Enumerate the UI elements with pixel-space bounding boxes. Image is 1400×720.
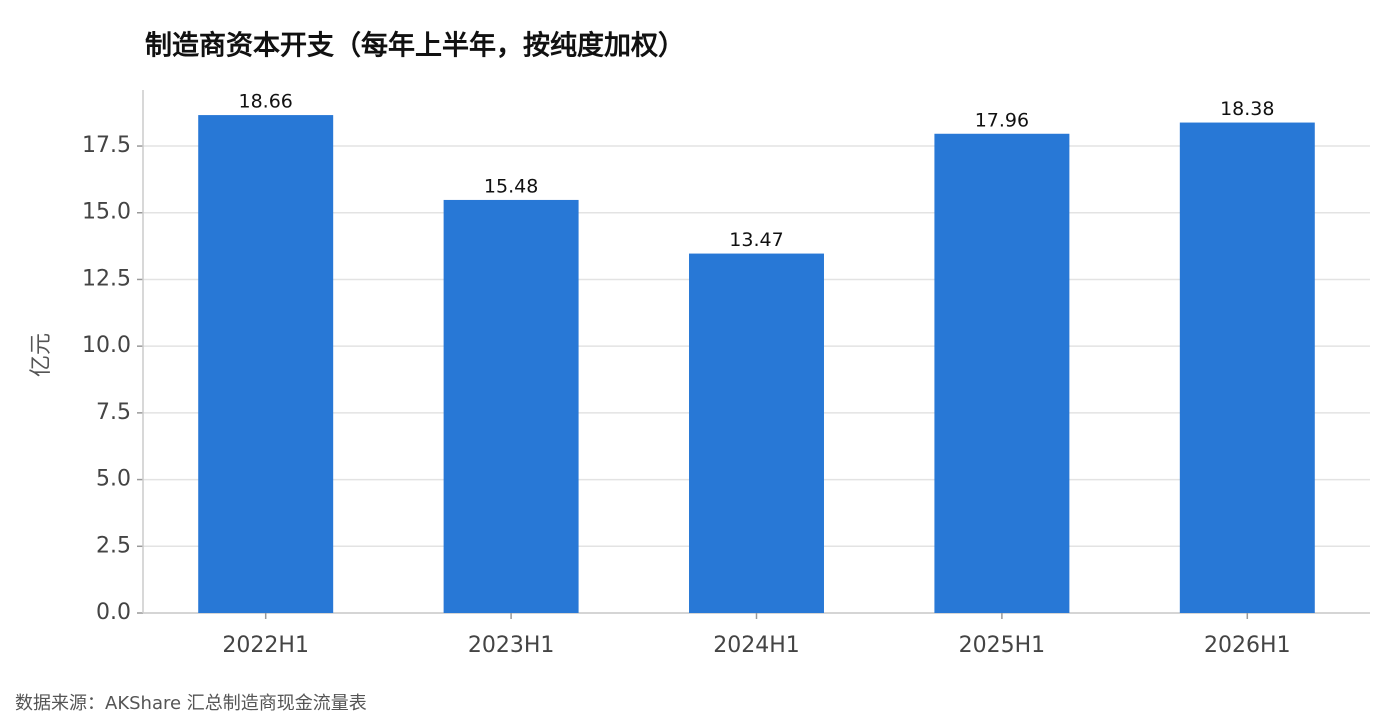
- y-tick-label: 15.0: [82, 200, 131, 225]
- value-label: 15.48: [484, 175, 538, 197]
- value-label: 18.38: [1220, 98, 1274, 120]
- value-label: 13.47: [729, 229, 783, 251]
- y-tick-label: 10.0: [82, 333, 131, 358]
- y-tick-label: 5.0: [96, 467, 131, 492]
- x-tick-label: 2023H1: [468, 633, 555, 658]
- x-tick-label: 2025H1: [959, 633, 1046, 658]
- x-tick-label: 2026H1: [1204, 633, 1291, 658]
- y-tick-label: 17.5: [82, 133, 131, 158]
- value-label: 17.96: [975, 109, 1029, 131]
- x-tick-label: 2022H1: [222, 633, 309, 658]
- chart-title: 制造商资本开支（每年上半年，按纯度加权）: [145, 30, 685, 62]
- value-label: 18.66: [238, 91, 292, 113]
- y-tick-label: 0.0: [96, 600, 131, 625]
- y-tick-label: 2.5: [96, 533, 131, 558]
- y-tick-label: 12.5: [82, 266, 131, 291]
- x-tick-label: 2024H1: [713, 633, 800, 658]
- bar: [934, 133, 1070, 613]
- y-axis-label: 亿元: [29, 333, 54, 377]
- bar: [443, 199, 579, 613]
- y-tick-label: 7.5: [96, 400, 131, 425]
- bar: [689, 253, 824, 613]
- source-note: 数据来源：AKShare 汇总制造商现金流量表: [15, 693, 367, 714]
- bar: [198, 115, 334, 614]
- bar: [1179, 122, 1315, 614]
